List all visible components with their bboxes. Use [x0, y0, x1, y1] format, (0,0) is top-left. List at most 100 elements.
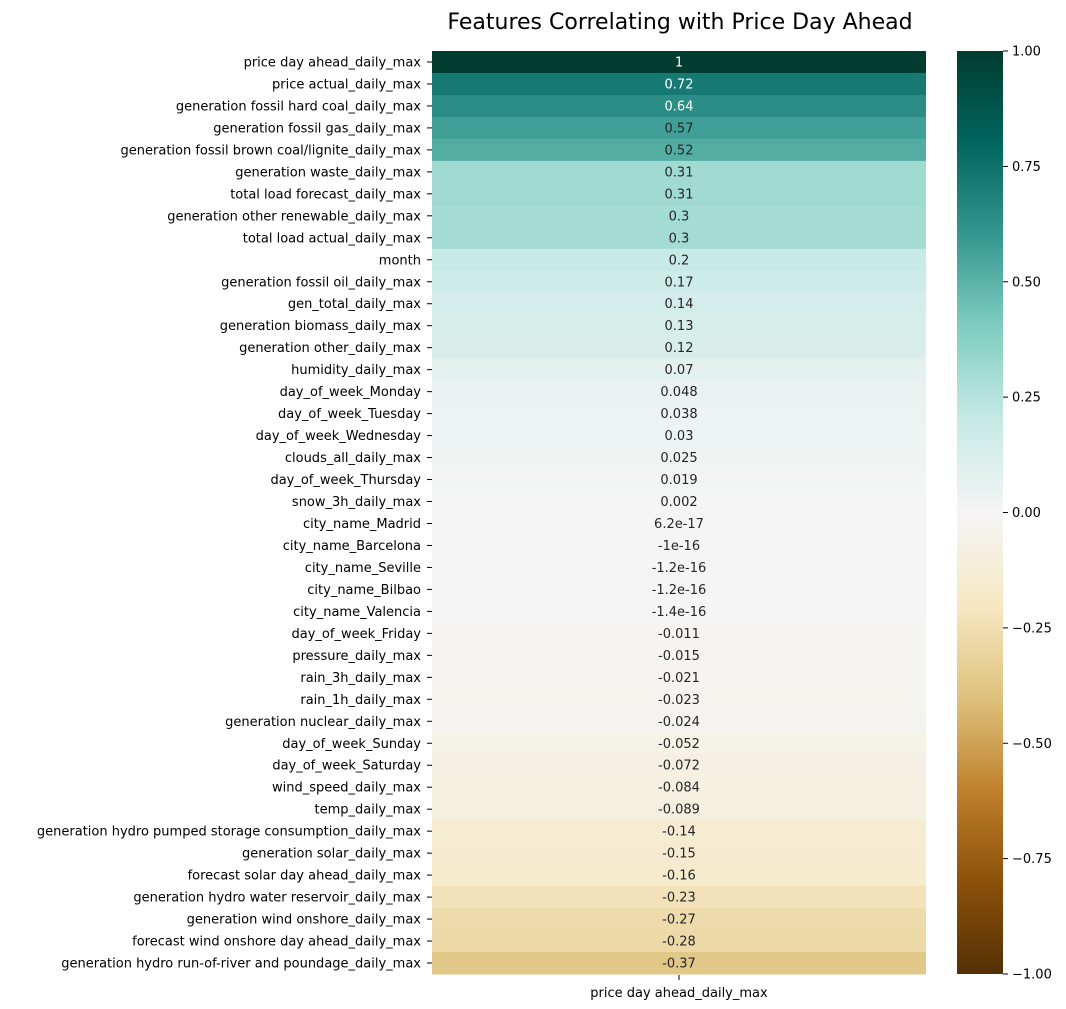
- heatmap-cell: [432, 182, 926, 206]
- heatmap-cell: [432, 270, 926, 294]
- row-label: generation fossil hard coal_daily_max: [176, 99, 421, 114]
- row-label: day_of_week_Tuesday: [278, 407, 421, 422]
- cell-value-label: -0.16: [662, 869, 696, 884]
- row-label: rain_1h_daily_max: [300, 693, 421, 708]
- heatmap-cell: [432, 864, 926, 887]
- row-label: city_name_Bilbao: [307, 583, 421, 598]
- heatmap-cell: [432, 930, 926, 953]
- heatmap-cell: [432, 468, 926, 492]
- cell-value-label: -0.28: [662, 935, 696, 950]
- cell-value-label: -0.052: [658, 737, 700, 752]
- cell-value-label: -1e-16: [658, 539, 700, 554]
- cell-value-label: 0.2: [669, 253, 690, 268]
- cell-value-label: 0.13: [665, 319, 694, 334]
- heatmap-cell: [432, 842, 926, 865]
- cell-value-label: 1: [675, 55, 683, 70]
- heatmap-cell: [432, 424, 926, 448]
- heatmap-cell: [432, 51, 926, 74]
- cell-value-label: -0.021: [658, 671, 700, 686]
- row-label: generation fossil brown coal/lignite_dai…: [121, 143, 422, 158]
- row-label: city_name_Valencia: [293, 605, 421, 620]
- heatmap-cell: [432, 600, 926, 623]
- row-label: generation solar_daily_max: [242, 847, 421, 862]
- row-label: city_name_Barcelona: [283, 539, 421, 554]
- colorbar-tick-label: 0.50: [1012, 275, 1041, 290]
- heatmap-cell: [432, 666, 926, 689]
- heatmap-cell: [432, 710, 926, 733]
- cell-value-label: -0.15: [662, 847, 696, 862]
- x-tick-label: price day ahead_daily_max: [590, 986, 768, 1001]
- colorbar-tick-label: 0.00: [1012, 506, 1041, 521]
- colorbar-tick-label: 0.25: [1012, 391, 1041, 406]
- heatmap-cell: [432, 512, 926, 535]
- heatmap-cell: [432, 358, 926, 382]
- cell-value-label: -0.37: [662, 957, 696, 972]
- row-label: total load actual_daily_max: [243, 231, 422, 246]
- colorbar-tick-label: −0.75: [1012, 852, 1052, 867]
- heatmap-cell: [432, 248, 926, 272]
- row-label: generation waste_daily_max: [235, 165, 421, 180]
- heatmap-cell: [432, 534, 926, 557]
- cell-value-label: -0.024: [658, 715, 700, 730]
- x-axis: price day ahead_daily_max: [590, 975, 768, 1001]
- cell-value-label: -0.089: [658, 803, 700, 818]
- heatmap-cell: [432, 578, 926, 601]
- cell-value-label: 0.002: [660, 495, 697, 510]
- row-label: generation hydro run-of-river and pounda…: [61, 957, 421, 972]
- cell-value-label: 0.025: [660, 451, 697, 466]
- heatmap-cell: [432, 402, 926, 426]
- row-label: forecast wind onshore day ahead_daily_ma…: [132, 935, 421, 950]
- row-label: humidity_daily_max: [291, 363, 421, 378]
- heatmap-cell: [432, 314, 926, 338]
- heatmap-cell: [432, 908, 926, 931]
- heatmap-cell: [432, 622, 926, 645]
- heatmap-cell: [432, 556, 926, 579]
- cell-value-label: -0.14: [662, 825, 696, 840]
- chart-title: Features Correlating with Price Day Ahea…: [447, 10, 912, 35]
- heatmap-cell: [432, 490, 926, 513]
- row-label: wind_speed_daily_max: [272, 781, 421, 796]
- row-label: generation hydro pumped storage consumpt…: [37, 825, 421, 840]
- row-label: generation fossil oil_daily_max: [221, 275, 421, 290]
- row-label: day_of_week_Friday: [292, 627, 422, 642]
- heatmap-cell: [432, 798, 926, 821]
- row-label: month: [379, 253, 421, 268]
- row-label: temp_daily_max: [315, 803, 422, 818]
- heatmap-cell: [432, 820, 926, 843]
- heatmap-cell: [432, 446, 926, 470]
- cell-value-label: -1.4e-16: [652, 605, 707, 620]
- row-label: generation other_daily_max: [239, 341, 421, 356]
- heatmap-cells: 1 0.72 0.64 0.57 0.52 0.31 0.31 0.3 0.3 0.2 0.17 0.…: [432, 51, 926, 975]
- row-label: day_of_week_Wednesday: [256, 429, 422, 444]
- row-label: day_of_week_Monday: [280, 385, 422, 400]
- heatmap-cell: [432, 776, 926, 799]
- cell-value-label: 0.72: [665, 77, 694, 92]
- heatmap-cell: [432, 116, 926, 140]
- row-label: generation wind onshore_daily_max: [187, 913, 422, 928]
- cell-value-label: 0.07: [665, 363, 694, 378]
- cell-value-label: 0.17: [665, 275, 694, 290]
- cell-value-label: -0.023: [658, 693, 700, 708]
- cell-value-label: -0.072: [658, 759, 700, 774]
- row-label: city_name_Seville: [305, 561, 421, 576]
- heatmap-cell: [432, 754, 926, 777]
- colorbar-tick-label: −0.50: [1012, 737, 1052, 752]
- heatmap-cell: [432, 886, 926, 909]
- row-label: total load forecast_daily_max: [230, 187, 421, 202]
- cell-value-label: 0.3: [669, 231, 690, 246]
- colorbar: 1.00 0.75 0.50 0.25 0.00 −0.25 −0.50 −0.75 −1.00: [957, 45, 1052, 983]
- row-label: gen_total_daily_max: [288, 297, 421, 312]
- cell-value-label: -1.2e-16: [652, 561, 707, 576]
- row-label: snow_3h_daily_max: [292, 495, 421, 510]
- cell-value-label: 0.12: [665, 341, 694, 356]
- row-label: day_of_week_Saturday: [272, 759, 421, 774]
- row-label: generation nuclear_daily_max: [225, 715, 421, 730]
- cell-value-label: 0.64: [665, 99, 694, 114]
- row-label: generation biomass_daily_max: [220, 319, 422, 334]
- heatmap-cell: [432, 72, 926, 96]
- row-label: day_of_week_Sunday: [282, 737, 421, 752]
- cell-value-label: 0.3: [669, 209, 690, 224]
- heatmap-cell: [432, 952, 926, 975]
